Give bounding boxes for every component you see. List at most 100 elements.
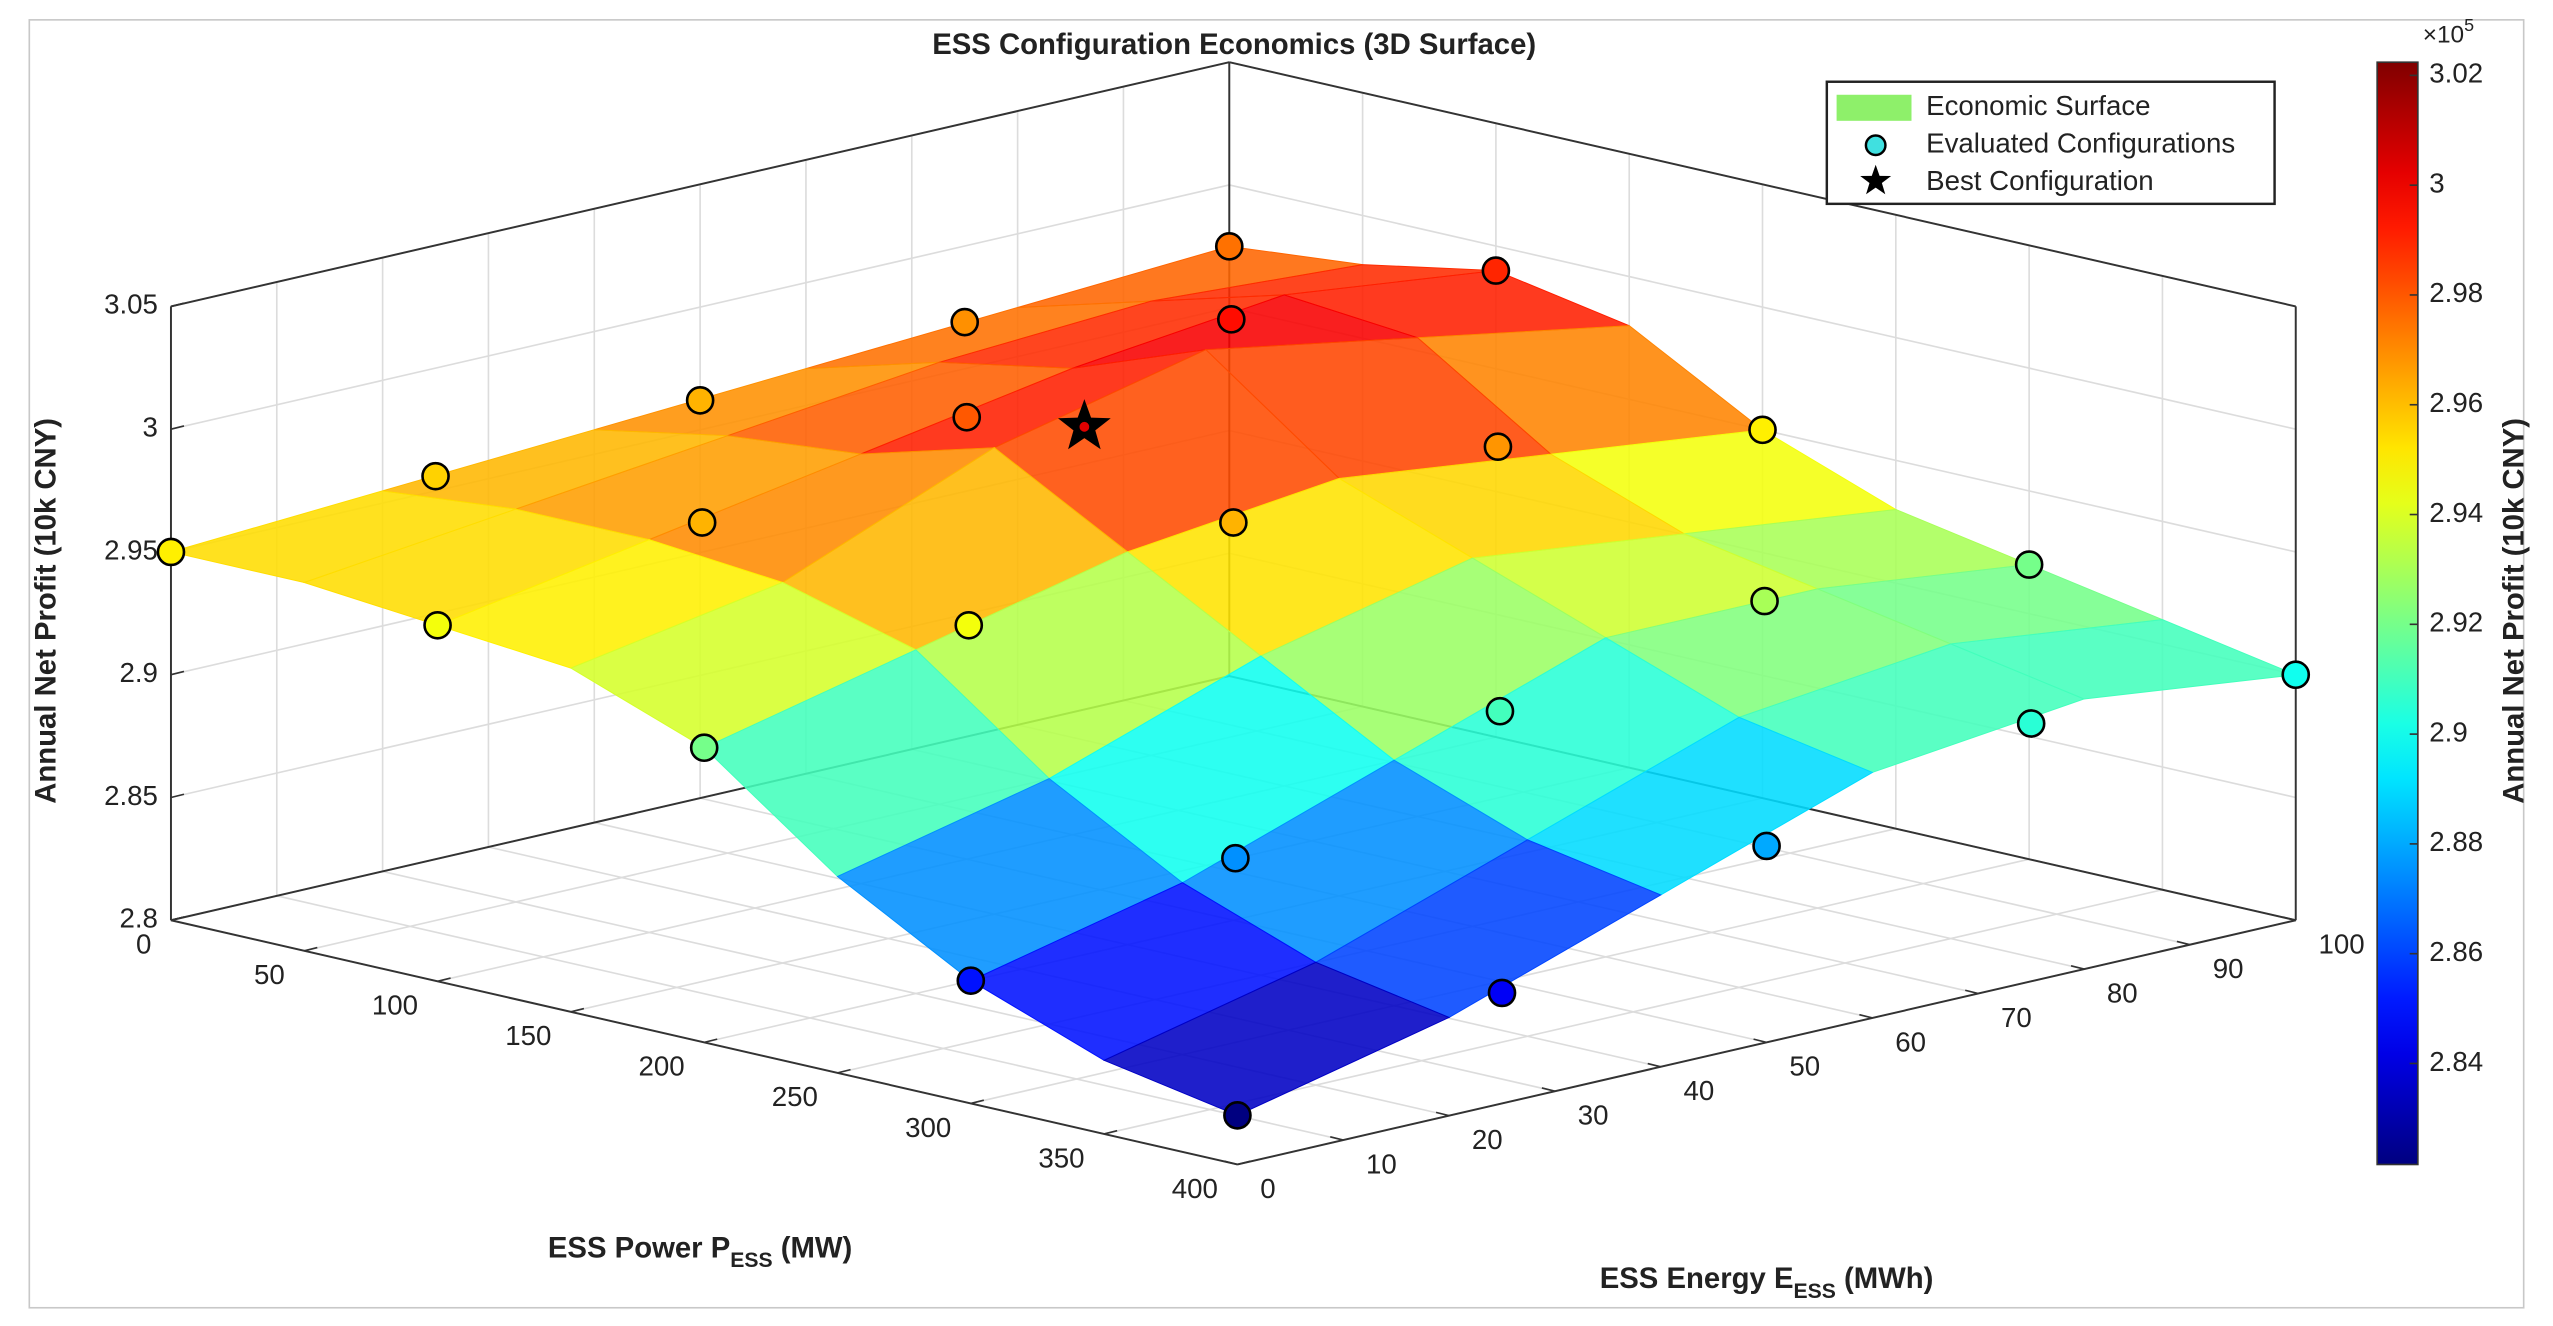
colorbar-tick-label: 3 (2429, 167, 2444, 198)
y-tick-label: 0 (1260, 1173, 1275, 1204)
x-tick-label: 200 (638, 1051, 684, 1082)
y-tick (1330, 1136, 1344, 1141)
evaluated-point (1483, 432, 1513, 462)
y-tick (1859, 1013, 1873, 1019)
y-tick-label: 100 (2319, 929, 2365, 960)
evaluated-point (950, 307, 980, 337)
evaluated-point (952, 402, 982, 432)
y-tick (1753, 1038, 1767, 1044)
z-tick (170, 670, 185, 676)
colorbar-tick-label: 2.92 (2429, 607, 2483, 638)
y-tick (2176, 940, 2191, 946)
z-tick-label: 3.05 (104, 289, 158, 320)
legend-label: Economic Surface (1926, 90, 2150, 121)
colorbar-tick-label: 2.96 (2429, 387, 2483, 418)
evaluated-point (2281, 660, 2311, 690)
x-tick (570, 1007, 585, 1013)
x-tick-label: 150 (505, 1020, 551, 1051)
x-tick (437, 977, 451, 983)
y-tick (2070, 965, 2085, 970)
x-tick (837, 1068, 851, 1074)
y-tick-label: 30 (1578, 1100, 1609, 1131)
y-label-text: ESS Energy E (1600, 1262, 1794, 1295)
evaluated-point (1748, 415, 1777, 445)
evaluated-point (954, 610, 984, 640)
x-tick (1237, 1160, 1251, 1166)
z-tick (170, 916, 185, 922)
wall-grid-line (1229, 184, 2296, 430)
y-tick-label: 80 (2107, 977, 2138, 1008)
y-tick-label: 90 (2213, 953, 2244, 984)
y-label-sub: ESS (1793, 1280, 1835, 1303)
evaluated-point (1750, 586, 1779, 616)
best-point-core (1079, 421, 1090, 432)
chart-title: ESS Configuration Economics (3D Surface) (932, 28, 1536, 61)
y-tick-label: 10 (1366, 1148, 1397, 1179)
colorbar-tick-label: 2.84 (2429, 1046, 2483, 1077)
y-tick-label: 20 (1472, 1124, 1503, 1155)
evaluated-point (423, 610, 452, 640)
axis-edge (170, 919, 1238, 1166)
z-axis-label: Annual Net Profit (10k CNY) (29, 418, 62, 804)
z-tick (170, 302, 185, 308)
colorbar-tick-label: 2.88 (2429, 826, 2483, 857)
colorbar-label: Annual Net Profit (10k CNY) (2498, 418, 2531, 804)
y-axis-label: ESS Energy EESS (MWh) (1600, 1262, 1934, 1303)
evaluated-point (1216, 305, 1246, 334)
evaluated-point (156, 537, 186, 567)
legend-label: Best Configuration (1926, 165, 2154, 196)
x-tick-label: 250 (772, 1081, 818, 1112)
x-tick-label: 0 (136, 929, 151, 960)
legend-swatch (1864, 134, 1887, 157)
axis-edge (1237, 919, 2296, 1166)
y-tick (1541, 1087, 1556, 1093)
evaluated-point (1221, 843, 1250, 873)
y-tick-label: 60 (1895, 1026, 1926, 1057)
z-tick (170, 793, 185, 799)
x-label-sub: ESS (730, 1249, 772, 1272)
evaluated-point (1485, 696, 1515, 726)
x-tick (703, 1038, 718, 1044)
exponent-base: ×10 (2423, 22, 2464, 49)
y-tick (2282, 916, 2296, 922)
x-tick (304, 946, 318, 952)
legend-label: Evaluated Configurations (1926, 128, 2235, 159)
y-tick-label: 70 (2001, 1002, 2032, 1033)
x-tick-label: 50 (254, 959, 285, 990)
exponent-power: 5 (2464, 15, 2474, 35)
z-tick-label: 2.95 (104, 534, 158, 565)
x-label-text: ESS Power P (548, 1231, 730, 1264)
evaluated-point (1481, 256, 1511, 285)
z-tick (170, 425, 185, 430)
x-tick (1103, 1129, 1118, 1135)
evaluated-point (956, 966, 986, 995)
evaluated-point (1214, 232, 1244, 261)
y-tick-label: 50 (1789, 1051, 1820, 1082)
evaluated-point (1223, 1101, 1252, 1130)
evaluated-point (2016, 709, 2046, 738)
colorbar-tick-label: 2.9 (2429, 716, 2467, 747)
axis-edge (170, 61, 1230, 308)
x-tick-label: 400 (1172, 1173, 1218, 1204)
x-label-unit: (MW) (781, 1231, 853, 1264)
colorbar-tick-label: 2.94 (2429, 497, 2483, 528)
y-tick (1435, 1111, 1450, 1117)
x-tick-label: 300 (905, 1112, 951, 1143)
evaluated-point (1487, 978, 1517, 1008)
evaluated-point (687, 508, 717, 537)
colorbar-tick-label: 3.02 (2429, 58, 2483, 89)
z-tick-label: 2.9 (119, 657, 157, 688)
evaluated-point (2014, 550, 2044, 579)
z-tick-label: 3 (143, 412, 158, 443)
colorbar-exponent: ×105 (2423, 15, 2474, 48)
floor-grid-line (276, 895, 1344, 1141)
legend-swatch (1836, 94, 1912, 121)
z-tick-label: 2.85 (104, 780, 158, 811)
wall-grid-line (170, 184, 1230, 430)
colorbar-tick-label: 2.86 (2429, 936, 2483, 967)
y-tick (1647, 1062, 1661, 1068)
colorbar (2376, 61, 2419, 1166)
evaluated-point (689, 733, 719, 763)
